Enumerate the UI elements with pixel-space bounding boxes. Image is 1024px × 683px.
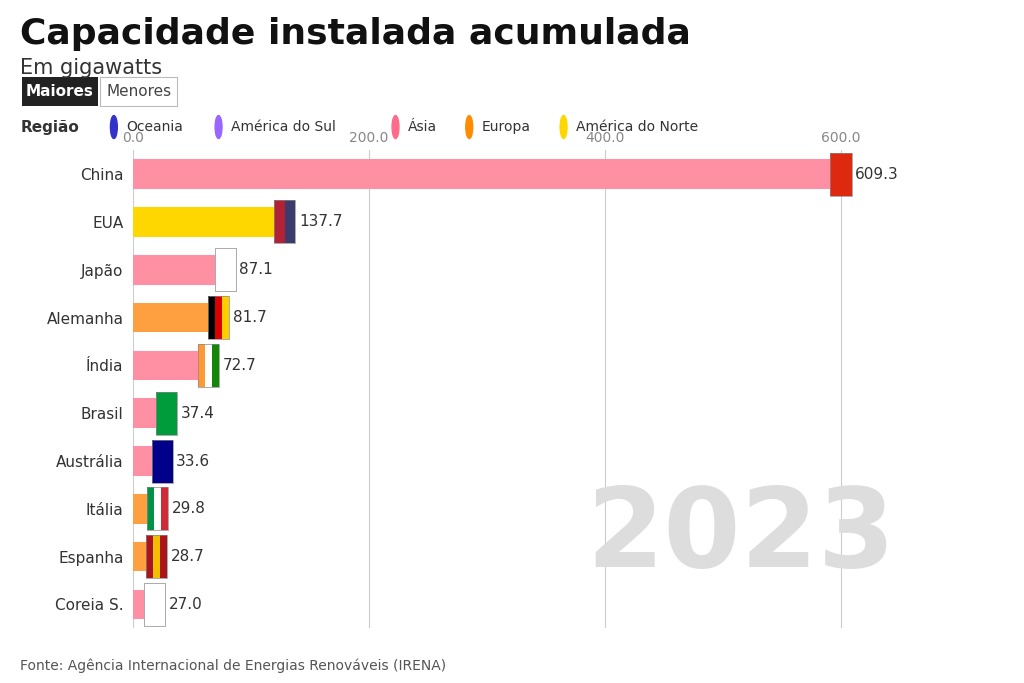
Text: América do Sul: América do Sul — [231, 120, 336, 134]
Text: América do Norte: América do Norte — [577, 120, 698, 134]
Text: 29.8: 29.8 — [172, 501, 206, 516]
Text: 81.7: 81.7 — [233, 310, 266, 325]
Text: Oceania: Oceania — [127, 120, 183, 134]
Text: Menores: Menores — [106, 84, 171, 99]
Bar — [152, 440, 173, 482]
Bar — [133, 350, 219, 380]
Bar — [147, 488, 168, 530]
Bar — [274, 201, 285, 244]
Circle shape — [560, 115, 567, 139]
Bar — [133, 542, 167, 572]
Text: Maiores: Maiores — [26, 84, 94, 99]
Bar — [208, 296, 229, 339]
Text: 87.1: 87.1 — [240, 262, 273, 277]
Bar — [145, 535, 167, 578]
Bar — [285, 201, 296, 244]
Bar — [161, 488, 168, 530]
Bar — [215, 249, 236, 291]
Bar — [145, 535, 153, 578]
Circle shape — [466, 115, 473, 139]
Bar — [154, 488, 161, 530]
Bar — [205, 344, 212, 387]
Bar — [215, 249, 236, 291]
Bar — [160, 535, 167, 578]
Bar — [212, 344, 219, 387]
Bar — [153, 535, 160, 578]
Bar — [198, 344, 219, 387]
Bar — [156, 392, 177, 435]
Text: 28.7: 28.7 — [171, 549, 204, 564]
Bar — [133, 398, 177, 428]
Text: Fonte: Agência Internacional de Energias Renováveis (IRENA): Fonte: Agência Internacional de Energias… — [20, 658, 446, 673]
Bar — [147, 488, 154, 530]
Bar — [198, 344, 205, 387]
Bar — [133, 255, 236, 285]
Bar — [222, 296, 229, 339]
Text: 72.7: 72.7 — [222, 358, 256, 373]
Bar — [208, 296, 215, 339]
Bar — [133, 207, 296, 237]
Bar — [133, 589, 165, 619]
Text: Europa: Europa — [482, 120, 531, 134]
Bar — [156, 392, 177, 435]
Text: Região: Região — [20, 120, 79, 135]
Bar — [133, 159, 852, 189]
Text: 609.3: 609.3 — [855, 167, 899, 182]
Bar — [143, 583, 165, 626]
Bar — [830, 152, 852, 195]
Text: 37.4: 37.4 — [181, 406, 215, 421]
Bar — [133, 446, 173, 476]
Text: 137.7: 137.7 — [299, 214, 342, 229]
Bar — [152, 440, 173, 482]
Text: 33.6: 33.6 — [176, 454, 210, 469]
Circle shape — [215, 115, 222, 139]
Bar — [133, 303, 229, 333]
Text: Em gigawatts: Em gigawatts — [20, 58, 163, 78]
Bar — [830, 152, 852, 195]
Text: 2023: 2023 — [587, 483, 896, 590]
Circle shape — [111, 115, 118, 139]
Circle shape — [392, 115, 399, 139]
Bar — [215, 296, 222, 339]
Bar — [133, 494, 168, 524]
Text: Capacidade instalada acumulada: Capacidade instalada acumulada — [20, 17, 691, 51]
Bar — [274, 201, 296, 244]
Bar — [143, 583, 165, 626]
Text: 27.0: 27.0 — [169, 597, 203, 612]
Text: Ásia: Ásia — [409, 120, 437, 134]
